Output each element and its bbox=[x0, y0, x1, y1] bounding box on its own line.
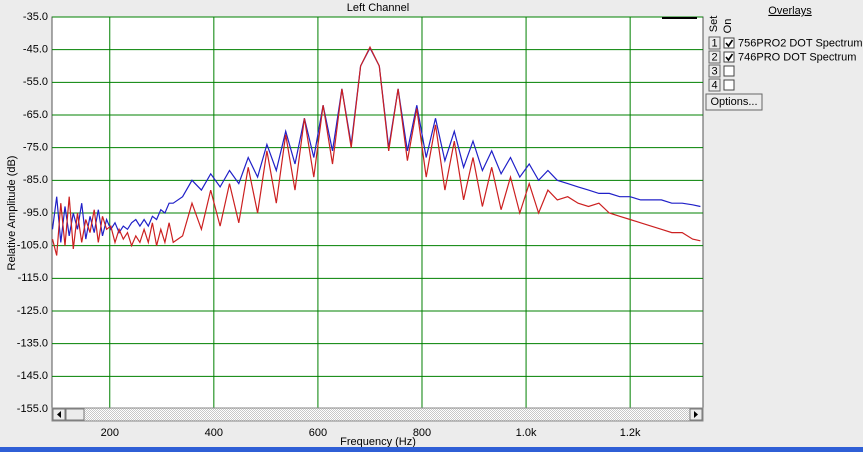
grid bbox=[52, 16, 703, 410]
y-tick-label: -155.0 bbox=[17, 403, 48, 415]
set-number: 2 bbox=[711, 51, 717, 63]
x-tick-label: 1.0k bbox=[516, 427, 537, 439]
arrow-left bbox=[57, 411, 61, 418]
overlays-panel: Overlays Set On Options... 1 756PRO2 DOT … bbox=[705, 5, 863, 111]
series-line bbox=[52, 46, 701, 243]
y-tick-label: -75.0 bbox=[23, 142, 48, 154]
x-tick-label: 800 bbox=[413, 427, 431, 439]
on-checkbox[interactable] bbox=[723, 79, 735, 91]
arrow-right bbox=[694, 411, 698, 418]
y-axis-label: Relative Amplitude (dB) bbox=[6, 156, 18, 271]
on-header: On bbox=[722, 19, 734, 34]
y-tick-label: -85.0 bbox=[23, 174, 48, 186]
series-lines bbox=[52, 45, 701, 256]
y-tick-label: -105.0 bbox=[17, 240, 48, 252]
checkmark bbox=[725, 39, 734, 48]
y-tick-label: -125.0 bbox=[17, 305, 48, 317]
series-line bbox=[52, 45, 701, 256]
set-header: Set bbox=[708, 16, 720, 33]
options-button[interactable] bbox=[705, 93, 763, 111]
set-button[interactable] bbox=[708, 36, 721, 50]
set-number: 1 bbox=[711, 37, 717, 49]
checkmark bbox=[725, 53, 734, 62]
x-tick-label: 200 bbox=[101, 427, 119, 439]
scrollbar[interactable] bbox=[51, 407, 704, 422]
legend-label: 746PRO DOT Spectrum bbox=[738, 51, 856, 63]
bottom-bar bbox=[0, 447, 863, 452]
y-tick-label: -45.0 bbox=[23, 44, 48, 56]
set-number: 4 bbox=[711, 79, 717, 91]
scroll-track[interactable] bbox=[51, 407, 704, 422]
y-tick-label: -55.0 bbox=[23, 76, 48, 88]
plot-area bbox=[51, 16, 704, 422]
x-tick-label: 1.2k bbox=[620, 427, 641, 439]
chart-title: Left Channel bbox=[347, 2, 409, 14]
on-checkbox[interactable] bbox=[723, 37, 735, 49]
on-checkbox[interactable] bbox=[723, 51, 735, 63]
y-tick-label: -95.0 bbox=[23, 207, 48, 219]
y-tick-label: -115.0 bbox=[18, 272, 48, 284]
overlays-title[interactable]: Overlays bbox=[768, 5, 812, 17]
x-axis-label: Frequency (Hz) bbox=[340, 436, 416, 448]
x-tick-label: 600 bbox=[309, 427, 327, 439]
set-number: 3 bbox=[711, 65, 717, 77]
y-tick-label: -35.0 bbox=[23, 11, 48, 23]
y-tick-label: -145.0 bbox=[17, 370, 48, 382]
set-button[interactable] bbox=[708, 50, 721, 64]
y-tick-label: -135.0 bbox=[17, 338, 48, 350]
options-label[interactable]: Options... bbox=[710, 96, 757, 108]
x-tick-label: 400 bbox=[205, 427, 223, 439]
y-tick-label: -65.0 bbox=[23, 109, 48, 121]
scroll-thumb[interactable] bbox=[65, 408, 85, 421]
set-button[interactable] bbox=[708, 78, 721, 92]
legend-label: 756PRO2 DOT Spectrum bbox=[738, 37, 863, 49]
set-button[interactable] bbox=[708, 64, 721, 78]
on-checkbox[interactable] bbox=[723, 65, 735, 77]
